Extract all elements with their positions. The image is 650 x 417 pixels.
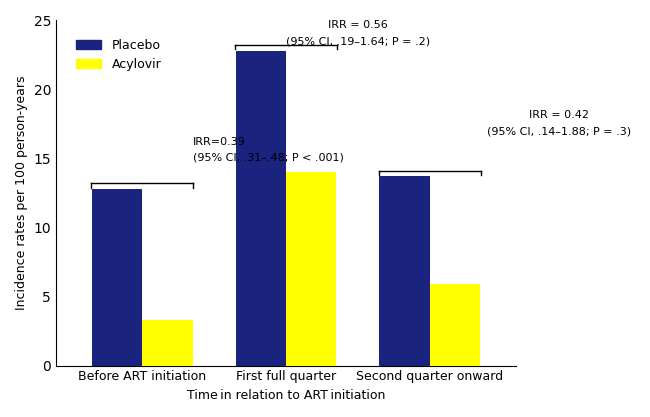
Text: (95% CI, .19–1.64; P = .2): (95% CI, .19–1.64; P = .2) (285, 37, 430, 47)
Bar (286, 172, 336, 366)
Text: (95% CI, .31–.48; P < .001): (95% CI, .31–.48; P < .001) (192, 153, 343, 163)
Y-axis label: Incidence rates per 100 person-years: Incidence rates per 100 person-years (15, 76, 28, 310)
Text: IRR = 0.56: IRR = 0.56 (328, 20, 387, 30)
Bar (379, 176, 430, 366)
Bar (430, 284, 480, 366)
Bar (235, 51, 286, 366)
Text: (95% CI, .14–1.88; P = .3): (95% CI, .14–1.88; P = .3) (487, 126, 631, 136)
Bar (142, 320, 192, 366)
Legend: Placebo, Acylovir: Placebo, Acylovir (72, 34, 166, 76)
Bar (92, 189, 142, 366)
Text: IRR = 0.42: IRR = 0.42 (529, 110, 589, 120)
X-axis label: Time in relation to ART initiation: Time in relation to ART initiation (187, 389, 385, 402)
Text: IRR=0.39: IRR=0.39 (192, 138, 246, 148)
